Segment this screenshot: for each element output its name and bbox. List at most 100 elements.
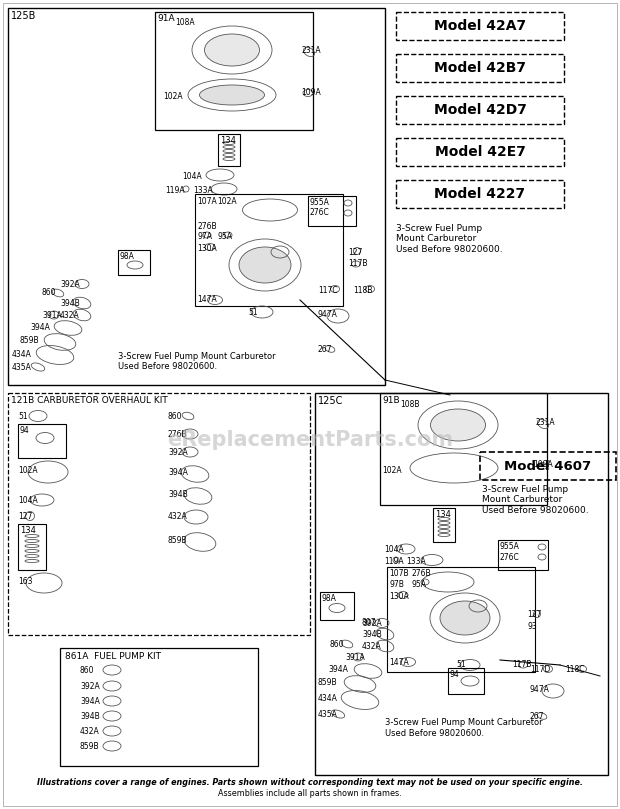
Text: 434A: 434A (318, 694, 338, 703)
Text: 117D: 117D (530, 665, 551, 674)
Text: 859B: 859B (168, 536, 188, 545)
Text: 91A: 91A (157, 14, 175, 23)
Text: Model 42D7: Model 42D7 (433, 103, 526, 117)
Text: 127: 127 (527, 610, 541, 619)
Bar (315, 393, 608, 775)
Text: 98A: 98A (322, 594, 337, 603)
Bar (380, 393, 547, 505)
Text: 392A: 392A (168, 448, 188, 457)
Bar (433, 508, 455, 542)
Text: 51: 51 (248, 308, 258, 317)
Text: 947A: 947A (318, 310, 338, 319)
Text: Illustrations cover a range of engines. Parts shown without corresponding text m: Illustrations cover a range of engines. … (37, 778, 583, 787)
Text: 134: 134 (20, 526, 36, 535)
Text: 117B: 117B (512, 660, 531, 669)
Text: 147A: 147A (197, 295, 217, 304)
Bar (18, 524, 46, 570)
Text: Model 42E7: Model 42E7 (435, 145, 525, 159)
Text: 861A  FUEL PUMP KIT: 861A FUEL PUMP KIT (65, 652, 161, 661)
Text: 94: 94 (20, 426, 30, 435)
Text: 435A: 435A (12, 363, 32, 372)
Text: 955A: 955A (310, 198, 330, 207)
Text: 134: 134 (220, 136, 236, 145)
Text: 127: 127 (348, 248, 362, 257)
Text: Used Before 98020600.: Used Before 98020600. (385, 729, 484, 738)
Bar (218, 134, 240, 166)
Text: 104A: 104A (182, 172, 202, 181)
Ellipse shape (205, 34, 260, 66)
Text: 134: 134 (435, 510, 451, 519)
Text: 130A: 130A (389, 592, 409, 601)
Bar (498, 540, 548, 570)
Text: 432A: 432A (80, 727, 100, 736)
Text: 394B: 394B (60, 299, 80, 308)
Text: 231A: 231A (535, 418, 555, 427)
Text: Assemblies include all parts shown in frames.: Assemblies include all parts shown in fr… (218, 789, 402, 798)
Bar (396, 180, 564, 208)
Text: 947A: 947A (530, 685, 550, 694)
Text: 3-Screw Fuel Pump Mount Carburetor: 3-Screw Fuel Pump Mount Carburetor (118, 352, 276, 361)
Bar (8, 393, 310, 635)
Text: Model 42B7: Model 42B7 (434, 61, 526, 75)
Text: 276C: 276C (500, 553, 520, 562)
Text: eReplacementParts.com: eReplacementParts.com (167, 430, 453, 450)
Text: Used Before 98020600.: Used Before 98020600. (118, 362, 217, 371)
Text: 392A: 392A (60, 280, 80, 289)
Text: 133A: 133A (193, 186, 213, 195)
Text: 97B: 97B (389, 580, 404, 589)
Text: 118C: 118C (565, 665, 585, 674)
Text: 3-Screw Fuel Pump
Mount Carburetor
Used Before 98020600.: 3-Screw Fuel Pump Mount Carburetor Used … (482, 485, 588, 515)
Text: 109A: 109A (301, 88, 321, 97)
Text: 860: 860 (330, 640, 345, 649)
Text: 276B: 276B (412, 569, 432, 578)
Text: 807: 807 (362, 618, 376, 627)
Ellipse shape (239, 247, 291, 283)
Text: 119A: 119A (384, 557, 404, 566)
Bar (396, 12, 564, 40)
Text: 91B: 91B (382, 396, 400, 405)
Text: 107B: 107B (389, 569, 409, 578)
Text: 859B: 859B (20, 336, 40, 345)
Text: 93: 93 (527, 622, 537, 631)
Text: 127: 127 (18, 512, 32, 521)
Text: 276B: 276B (168, 430, 188, 439)
Text: 394A: 394A (30, 323, 50, 332)
Text: 95A: 95A (412, 580, 427, 589)
Text: 434A: 434A (12, 350, 32, 359)
Text: 163: 163 (18, 577, 32, 586)
Text: 860: 860 (42, 288, 56, 297)
Text: 392A: 392A (80, 682, 100, 691)
Bar (320, 592, 354, 620)
Text: 107A: 107A (197, 197, 217, 206)
Bar (448, 668, 484, 694)
Bar (396, 138, 564, 166)
Text: 102A: 102A (382, 466, 402, 475)
Text: 95A: 95A (218, 232, 233, 241)
Text: Model 42A7: Model 42A7 (434, 19, 526, 33)
Ellipse shape (430, 409, 485, 441)
Text: 394A: 394A (168, 468, 188, 477)
Text: 125C: 125C (318, 396, 343, 406)
Text: 860: 860 (80, 666, 94, 675)
Text: 231A: 231A (301, 46, 321, 55)
Text: Model 4227: Model 4227 (435, 187, 526, 201)
Text: 859B: 859B (318, 678, 338, 687)
Text: 109A: 109A (533, 460, 553, 469)
Ellipse shape (200, 85, 265, 105)
Bar (118, 250, 150, 275)
Bar (480, 452, 616, 480)
Text: 104A: 104A (18, 496, 38, 505)
Text: 3-Screw Fuel Pump
Mount Carburetor
Used Before 98020600.: 3-Screw Fuel Pump Mount Carburetor Used … (396, 224, 503, 254)
Text: 98A: 98A (120, 252, 135, 261)
Text: 133A: 133A (406, 557, 426, 566)
Bar (387, 567, 535, 672)
Bar (8, 8, 385, 385)
Text: 859B: 859B (80, 742, 100, 751)
Text: 394A: 394A (80, 697, 100, 706)
Text: 51: 51 (456, 660, 466, 669)
Text: 955A: 955A (500, 542, 520, 551)
Text: 276C: 276C (310, 208, 330, 217)
Text: 432A: 432A (60, 311, 80, 320)
Text: 51: 51 (18, 412, 28, 421)
Text: 267: 267 (318, 345, 332, 354)
